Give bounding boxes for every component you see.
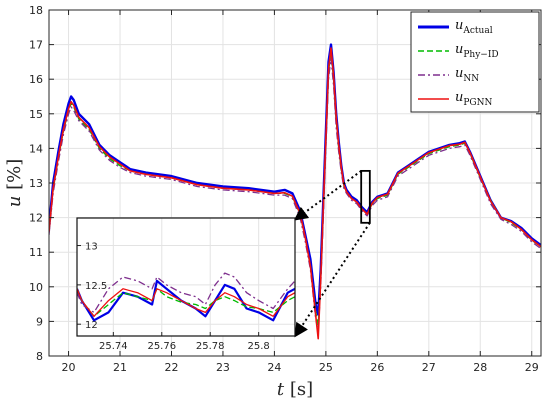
axis-labels: t [s] u [%] — [4, 159, 313, 400]
y-tick-label: 11 — [29, 246, 43, 259]
series-line-nn — [49, 57, 541, 333]
x-tick-label: 22 — [164, 361, 178, 374]
x-tick-label: 26 — [370, 361, 384, 374]
x-tick-label: 27 — [422, 361, 436, 374]
inset-x-tick-label: 25.78 — [196, 341, 225, 352]
inset-x-tick-label: 25.76 — [147, 341, 176, 352]
plot-frame — [48, 9, 542, 357]
x-tick-label: 20 — [62, 361, 76, 374]
legend-label-nn: uNN — [455, 66, 479, 84]
y-tick-label: 17 — [29, 39, 43, 52]
x-tick-label: 24 — [267, 361, 281, 374]
y-tick-label: 14 — [29, 142, 43, 155]
y-tick-label: 9 — [36, 315, 43, 328]
x-axis-var: t — [277, 379, 285, 400]
x-tick-label: 29 — [525, 361, 539, 374]
inset-series-line-nn — [77, 272, 295, 314]
inset-y-tick-label: 12 — [85, 320, 98, 331]
inset-frame — [76, 217, 296, 337]
inset-series-line-pgnn — [77, 288, 295, 317]
legend-label-sub: NN — [463, 74, 479, 84]
legend-label-var: u — [455, 90, 463, 105]
series-line-pgnn — [49, 47, 541, 340]
inset-y-tick-label: 12.5 — [85, 281, 107, 292]
y-tick-label: 13 — [29, 177, 43, 190]
y-tick-label: 8 — [36, 350, 43, 363]
legend-label-actual: uActual — [455, 18, 493, 36]
legend-label-phy: uPhy−ID — [455, 42, 499, 60]
inset-x-tick-label: 25.74 — [99, 341, 128, 352]
y-tick-label: 18 — [29, 4, 43, 17]
x-tick-label: 25 — [319, 361, 333, 374]
y-tick-label: 10 — [29, 281, 43, 294]
legend-label-var: u — [455, 66, 463, 81]
legend-label-sub: Phy−ID — [463, 50, 498, 60]
inset-y-tick-label: 13 — [85, 242, 98, 253]
inset-series-line-phy — [77, 288, 295, 317]
y-axis-var: u — [4, 196, 25, 208]
x-tick-label: 23 — [216, 361, 230, 374]
zoom-connector-bottom — [294, 222, 371, 338]
x-axis-unit: [s] — [284, 379, 313, 400]
inset-x-tick-label: 25.8 — [248, 341, 270, 352]
legend-label-var: u — [455, 18, 463, 33]
legend-label-var: u — [455, 42, 463, 57]
y-axis-unit: [%] — [4, 159, 25, 196]
inset-background — [77, 218, 295, 336]
x-axis-label: t [s] — [277, 379, 313, 400]
zoom-rectangle — [360, 169, 371, 224]
inset-series — [77, 272, 295, 322]
legend-label-sub: PGNN — [463, 98, 492, 108]
zoom-connector-top — [293, 170, 362, 221]
y-tick-label: 12 — [29, 212, 43, 225]
legend-label-pgnn: uPGNN — [455, 90, 492, 108]
y-axis-label: u [%] — [4, 159, 25, 207]
inset-plot: 25.74 25.76 25.78 25.8 12 12.5 13 — [76, 217, 296, 352]
zoom-callout — [293, 169, 371, 338]
y-tick-label: 16 — [29, 73, 43, 86]
y-tick-label: 15 — [29, 108, 43, 121]
main-series — [49, 43, 541, 340]
legend-label-sub: Actual — [462, 26, 492, 36]
legend-box — [410, 11, 540, 113]
main-axes: 20 21 22 23 24 25 26 27 28 29 8 9 10 11 12 13 14 15 16 17 18 — [29, 4, 542, 374]
x-tick-label: 28 — [473, 361, 487, 374]
x-tick-label: 21 — [113, 361, 127, 374]
